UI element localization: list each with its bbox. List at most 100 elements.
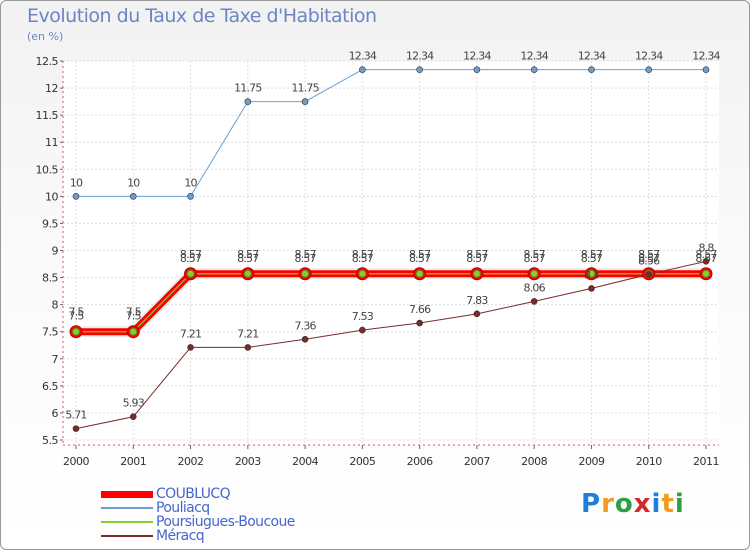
legend-item-meracq: Méracq (101, 528, 205, 544)
proxiti-logo: Proxiti (581, 489, 685, 519)
chart-title: Evolution du Taux de Taxe d'Habitation (27, 5, 377, 27)
data-label-poursiugues-boucoue: 8.57 (294, 248, 316, 261)
data-label-poursiugues-boucoue: 8.57 (237, 248, 259, 261)
data-point-meracq (359, 326, 366, 334)
data-point-pouliacq (702, 66, 710, 73)
data-point-pouliacq (301, 98, 309, 105)
data-label-poursiugues-boucoue: 8.57 (581, 248, 603, 261)
data-point-poursiugues-boucoue (530, 269, 539, 278)
y-tick-label: 10 (45, 190, 58, 203)
data-point-pouliacq (416, 66, 423, 73)
data-label-coublucq: 7.5 (68, 310, 84, 323)
data-point-meracq (645, 271, 653, 278)
legend-label-poursiugues-boucoue: Poursiugues-Boucoue (156, 514, 295, 530)
series-line-poursiugues-boucoue (76, 273, 706, 333)
data-point-poursiugues-boucoue (358, 269, 367, 278)
data-label-poursiugues-boucoue: 8.57 (352, 248, 374, 261)
data-label-poursiugues-boucoue: 8.57 (466, 248, 488, 261)
logo-letter: P (581, 489, 602, 519)
data-label-poursiugues-boucoue: 8.57 (180, 248, 202, 261)
data-point-poursiugues-boucoue (415, 269, 424, 278)
data-label-coublucq: 8.57 (638, 252, 660, 265)
data-label-meracq: 8.8 (698, 241, 714, 254)
y-tick-label: 10.5 (36, 163, 59, 176)
legend-label-meracq: Méracq (156, 528, 205, 544)
data-point-poursiugues-boucoue (587, 269, 596, 278)
data-label-poursiugues-boucoue: 7.5 (126, 306, 142, 319)
data-label-pouliacq: 12.34 (692, 50, 720, 63)
x-tick-label: 2000 (63, 455, 89, 468)
data-label-pouliacq: 12.34 (463, 50, 491, 63)
data-label-coublucq: 8.57 (352, 252, 374, 265)
data-label-pouliacq: 12.34 (349, 50, 377, 63)
data-label-poursiugues-boucoue: 8.57 (638, 248, 660, 261)
data-point-poursiugues-boucoue (301, 269, 310, 278)
plot-area (63, 61, 719, 445)
data-point-meracq (702, 258, 710, 265)
x-tick-label: 2003 (235, 455, 261, 468)
y-tick-label: 9.5 (42, 217, 58, 230)
y-tick-label: 8 (52, 299, 59, 312)
legend-swatch-coublucq (101, 490, 153, 498)
data-label-meracq: 7.53 (352, 310, 374, 323)
data-point-poursiugues-boucoue (186, 269, 195, 278)
series-line-meracq (75, 260, 707, 430)
data-label-meracq: 5.71 (65, 409, 86, 422)
data-point-meracq (129, 413, 137, 421)
y-tick-label: 12 (45, 82, 58, 95)
logo-letter: x (633, 489, 652, 519)
data-label-coublucq: 8.57 (294, 252, 316, 265)
x-tick-label: 2008 (521, 455, 547, 468)
series-line-pouliacq (76, 69, 706, 197)
y-tick-label: 7 (52, 353, 59, 366)
data-point-pouliacq (588, 66, 595, 73)
y-tick-label: 9 (52, 245, 59, 258)
data-label-poursiugues-boucoue: 8.57 (695, 248, 717, 261)
data-label-meracq: 7.83 (466, 294, 488, 307)
data-label-pouliacq: 10 (70, 176, 83, 189)
data-label-pouliacq: 12.34 (635, 50, 663, 63)
x-tick-label: 2002 (178, 455, 204, 468)
logo-letter: r (601, 489, 615, 519)
logo-letter: i (674, 489, 685, 519)
y-tick-label: 12.5 (36, 55, 59, 68)
data-label-poursiugues-boucoue: 8.57 (409, 248, 431, 261)
data-label-poursiugues-boucoue: 8.57 (524, 248, 546, 261)
data-point-pouliacq (244, 98, 252, 105)
y-tick-label: 11.5 (36, 109, 59, 122)
data-label-pouliacq: 12.34 (578, 50, 606, 63)
y-tick-label: 5.5 (42, 434, 58, 447)
x-tick-label: 2011 (693, 455, 719, 468)
y-tick-label: 8.5 (42, 272, 58, 285)
y-tick-label: 6 (52, 407, 59, 420)
data-point-meracq (72, 425, 80, 432)
data-label-coublucq: 8.57 (466, 252, 488, 265)
data-label-pouliacq: 11.75 (234, 82, 262, 95)
data-label-pouliacq: 10 (184, 176, 197, 189)
x-tick-label: 2001 (120, 455, 146, 468)
x-tick-label: 2004 (292, 455, 318, 468)
data-label-coublucq: 8.57 (180, 252, 202, 265)
legend-swatch-meracq (101, 535, 153, 537)
data-label-coublucq: 8.57 (409, 252, 431, 265)
data-label-coublucq: 8.57 (695, 252, 717, 265)
data-label-pouliacq: 10 (127, 176, 140, 189)
data-label-meracq: 5.93 (123, 397, 145, 410)
data-point-meracq (588, 285, 595, 292)
data-label-meracq: 7.21 (180, 327, 201, 340)
data-point-meracq (416, 319, 423, 327)
data-point-pouliacq (359, 66, 366, 73)
legend-item-poursiugues-boucoue: Poursiugues-Boucoue (101, 515, 295, 529)
data-label-pouliacq: 12.34 (520, 50, 548, 63)
data-point-meracq (301, 335, 309, 343)
data-point-meracq (187, 344, 194, 351)
legend-swatch-poursiugues-boucoue (101, 521, 153, 523)
data-label-pouliacq: 11.75 (291, 82, 319, 95)
legend-swatch-pouliacq (101, 507, 153, 509)
logo-letter: o (614, 489, 634, 519)
x-tick-label: 2009 (578, 455, 604, 468)
data-label-coublucq: 8.57 (524, 252, 546, 265)
data-point-poursiugues-boucoue (702, 269, 710, 278)
legend-label-coublucq: COUBLUCQ (156, 486, 231, 502)
